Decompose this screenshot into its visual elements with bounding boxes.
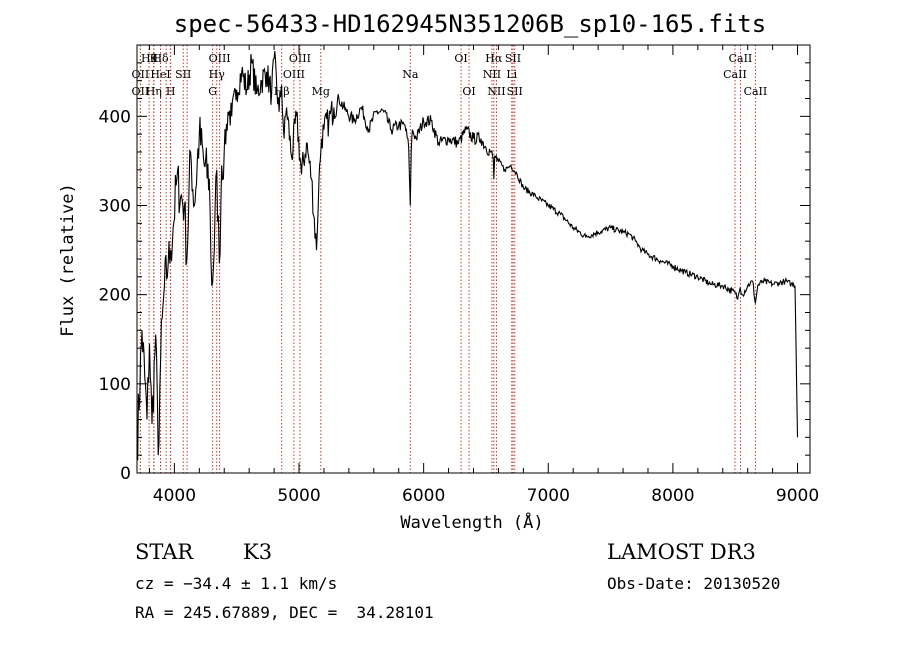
spectral-line-label: Hθ — [141, 52, 158, 65]
x-tick-label: 4000 — [153, 486, 196, 506]
spectral-line-label: CaII — [723, 68, 747, 81]
x-tick-label: 5000 — [277, 486, 320, 506]
spectral-line-label: K — [150, 52, 159, 65]
spectral-line-label: Na — [402, 68, 419, 81]
spectral-line-label: NII — [487, 85, 505, 98]
y-tick-label: 100 — [99, 375, 131, 395]
spectral-line-label: SII — [175, 68, 191, 81]
spectral-line-label: OII — [132, 68, 150, 81]
spectral-line-label: SII — [507, 85, 523, 98]
spectrum-line — [136, 51, 799, 461]
x-tick-label: 7000 — [527, 486, 570, 506]
spectral-line-label: CaII — [729, 52, 753, 65]
spectral-line-label: OI — [454, 52, 467, 65]
spectral-line-label: Li — [506, 68, 517, 81]
x-tick-label: 6000 — [402, 486, 445, 506]
x-axis: 4000 5000 6000 7000 8000 9000 — [148, 45, 819, 506]
object-class: STAR — [135, 540, 194, 564]
spectral-line-label: NII — [483, 68, 501, 81]
y-tick-label: 0 — [120, 464, 131, 484]
spectral-line-label: G — [208, 85, 217, 98]
y-tick-label: 400 — [99, 107, 131, 127]
spectral-line-label: OI — [462, 85, 475, 98]
spectral-line-label: OIII — [209, 52, 231, 65]
survey-name: LAMOST DR3 — [607, 540, 756, 564]
x-tick-label: 9000 — [776, 486, 819, 506]
redshift-text: cz = −34.4 ± 1.1 km/s — [135, 574, 338, 593]
spectral-line-label: Hδ — [152, 52, 169, 65]
chart-title: spec-56433-HD162945N351206B_sp10-165.fit… — [174, 10, 766, 38]
object-subclass: K3 — [243, 540, 273, 564]
y-axis: 0 100 200 300 400 — [99, 44, 810, 484]
y-axis-label: Flux (relative) — [58, 183, 78, 337]
y-tick-label: 200 — [99, 286, 131, 306]
spectral-line-label: CaII — [744, 85, 768, 98]
observation-date: Obs-Date: 20130520 — [607, 574, 781, 593]
plot-frame — [136, 44, 811, 474]
coordinates-text: RA = 245.67889, DEC = 34.28101 — [135, 603, 434, 622]
spectral-line-label: HeI — [150, 68, 170, 81]
spectral-line-markers — [139, 45, 756, 473]
spectral-line-label: Hη — [146, 85, 162, 98]
spectral-line-label: Mg — [312, 85, 330, 98]
y-tick-label: 300 — [99, 197, 131, 217]
spectral-line-label: OII — [132, 85, 150, 98]
x-tick-label: 8000 — [651, 486, 694, 506]
x-axis-label: Wavelength (Å) — [400, 511, 543, 533]
spectral-line-label: Hγ — [209, 68, 226, 81]
spectral-line-label: H — [166, 85, 176, 98]
spectral-line-label: SII — [505, 52, 521, 65]
spectral-line-label: OIII — [289, 52, 311, 65]
spectral-line-label: Hα — [485, 52, 503, 65]
spectral-line-label: OIII — [283, 68, 305, 81]
